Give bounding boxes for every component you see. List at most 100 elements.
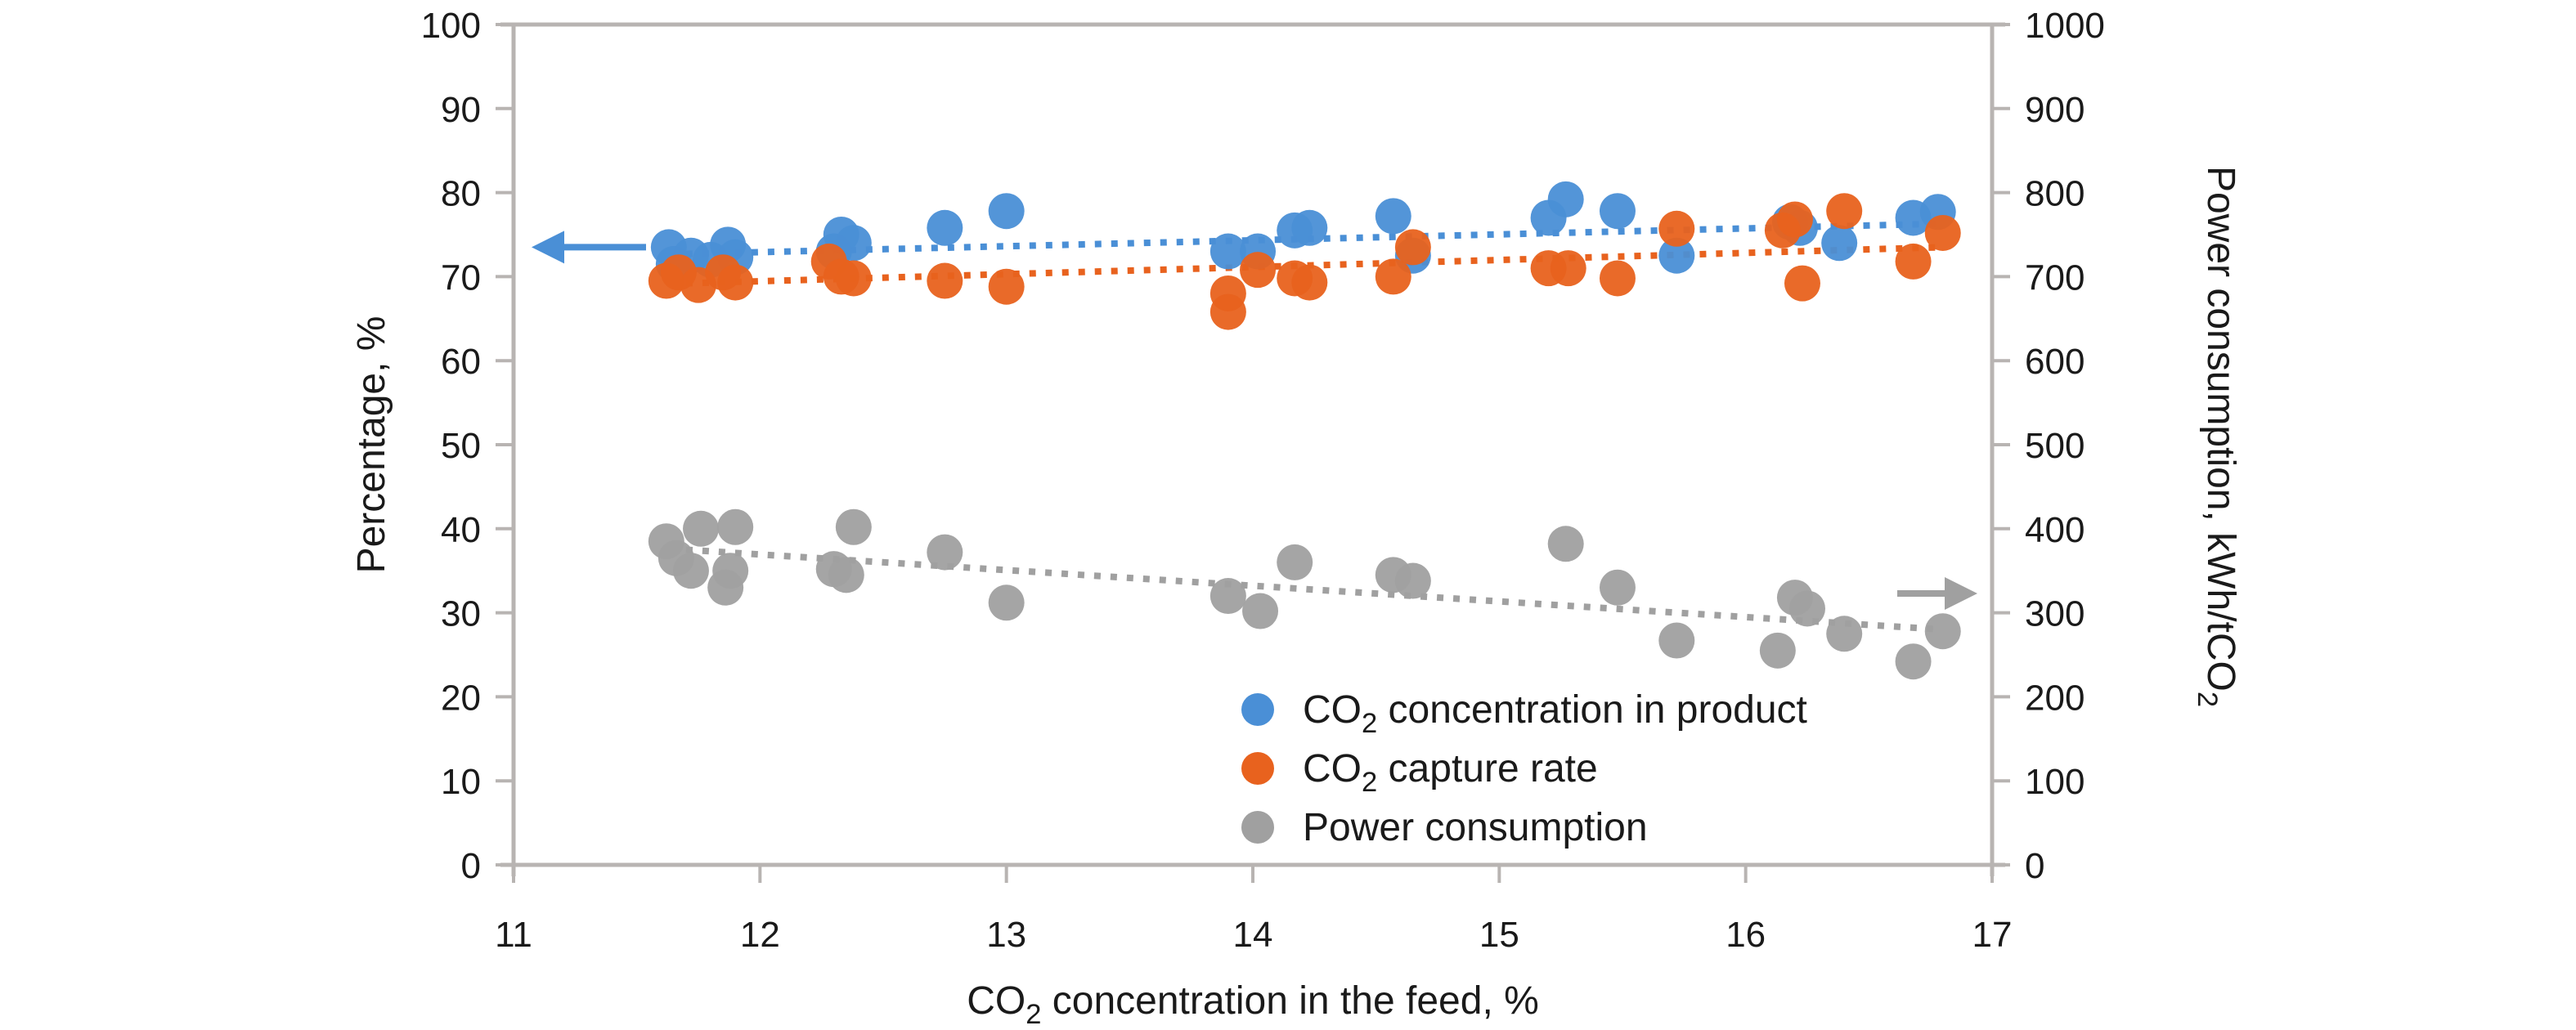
right-y-tick-label: 500 <box>2025 426 2085 466</box>
data-point <box>1924 214 1961 251</box>
left-y-tick-label: 30 <box>441 594 481 634</box>
legend-marker-icon <box>1241 752 1274 785</box>
data-point <box>1895 243 1932 280</box>
data-point <box>1291 209 1328 246</box>
trendlines <box>685 220 1943 634</box>
legend-marker-icon <box>1241 693 1274 726</box>
legend-label: CO2 concentration in product <box>1303 688 1807 739</box>
data-point <box>1784 265 1820 302</box>
data-point <box>717 264 754 301</box>
data-point <box>1924 613 1961 650</box>
data-point <box>1776 201 1813 238</box>
left-y-tick-label: 10 <box>441 762 481 802</box>
right-y-tick-label: 400 <box>2025 510 2085 550</box>
data-point <box>1209 293 1246 330</box>
data-point <box>683 510 720 547</box>
x-tick-label: 14 <box>1233 915 1273 955</box>
data-point <box>1209 233 1246 270</box>
right-y-tick-label: 600 <box>2025 342 2085 382</box>
data-point <box>1599 260 1636 297</box>
x-tick-label: 11 <box>495 915 532 955</box>
data-point <box>1658 622 1695 659</box>
right-y-tick-label: 100 <box>2025 762 2085 802</box>
x-tick-label: 16 <box>1726 915 1766 955</box>
data-point <box>1547 181 1584 217</box>
x-axis-title: CO2 concentration in the feed, % <box>967 979 1539 1030</box>
left-y-tick-label: 0 <box>461 846 481 886</box>
data-point <box>1277 544 1313 580</box>
right-y-tick-label: 700 <box>2025 258 2085 298</box>
trendline-co2-capture-rate <box>685 244 1943 287</box>
data-point <box>1599 193 1636 230</box>
left-y-axis-title: Percentage, % <box>350 316 393 574</box>
data-point <box>988 193 1025 230</box>
left-arrow-icon <box>532 231 564 264</box>
left-y-tick-label: 80 <box>441 174 481 214</box>
data-point <box>835 260 872 297</box>
right-y-tick-label: 1000 <box>2025 6 2105 46</box>
data-point <box>712 553 749 589</box>
data-point <box>1209 578 1246 615</box>
data-point <box>1394 562 1431 599</box>
data-point <box>717 508 754 545</box>
right-arrow-icon <box>1945 576 1977 610</box>
data-point <box>1599 569 1636 606</box>
data-point <box>988 268 1025 305</box>
data-point <box>1375 258 1411 295</box>
axis-titles: CO2 concentration in the feed, % Percenta… <box>350 166 2242 1030</box>
left-y-tick-label: 20 <box>441 678 481 718</box>
data-point <box>1658 210 1695 247</box>
data-point <box>1658 237 1695 274</box>
right-y-tick-label: 0 <box>2025 846 2044 886</box>
data-point <box>1759 632 1796 669</box>
x-tick-label: 17 <box>1972 915 2013 955</box>
x-tick-label: 12 <box>740 915 780 955</box>
data-point <box>1826 616 1863 652</box>
data-point <box>1789 590 1825 627</box>
data-point <box>1547 526 1584 562</box>
data-points <box>648 181 1961 680</box>
data-point <box>927 534 963 571</box>
data-point <box>835 225 872 262</box>
left-y-tick-label: 60 <box>441 342 481 382</box>
left-y-tick-label: 100 <box>421 6 481 46</box>
data-point <box>1826 193 1863 230</box>
data-point <box>1394 229 1431 266</box>
data-point <box>828 557 864 593</box>
x-tick-label: 15 <box>1479 915 1519 955</box>
data-point <box>1240 252 1277 289</box>
legend-item: CO2 concentration in product <box>1241 688 1807 739</box>
trendline-co2-concentration-in-product <box>685 220 1943 258</box>
legend-marker-icon <box>1241 811 1274 844</box>
data-point <box>835 508 872 545</box>
x-tick-label: 13 <box>986 915 1026 955</box>
data-point <box>1550 250 1586 287</box>
data-point <box>927 209 963 246</box>
right-y-axis-title: Power consumption, kWh/tCO2 <box>2192 166 2242 707</box>
legend-label: CO2 capture rate <box>1303 747 1598 798</box>
left-y-tick-label: 70 <box>441 258 481 298</box>
data-point <box>1895 643 1932 680</box>
data-point <box>1291 264 1328 301</box>
data-point <box>672 553 709 589</box>
data-point <box>1821 225 1858 262</box>
legend-label: Power consumption <box>1303 806 1648 849</box>
legend: CO2 concentration in product CO2 capture … <box>1241 688 1807 849</box>
data-point <box>1375 198 1411 235</box>
right-y-tick-label: 800 <box>2025 174 2085 214</box>
axis-arrows <box>532 231 1977 610</box>
axes: 11 12 13 14 15 16 1701020304050607080901000100… <box>421 6 2105 955</box>
trendline-power-consumption <box>685 546 1943 634</box>
left-y-tick-label: 40 <box>441 510 481 550</box>
data-point <box>988 584 1025 621</box>
right-y-tick-label: 300 <box>2025 594 2085 634</box>
right-y-tick-label: 200 <box>2025 678 2085 718</box>
right-y-tick-label: 900 <box>2025 90 2085 130</box>
legend-item: CO2 capture rate <box>1241 747 1598 798</box>
left-y-tick-label: 90 <box>441 90 481 130</box>
legend-item: Power consumption <box>1241 806 1648 849</box>
data-point <box>927 262 963 299</box>
data-point <box>1242 593 1279 629</box>
left-y-tick-label: 50 <box>441 426 481 466</box>
